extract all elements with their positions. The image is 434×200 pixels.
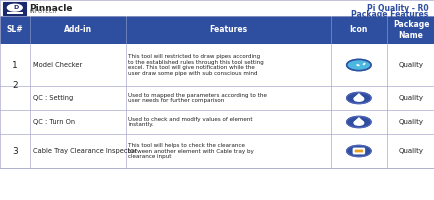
Polygon shape xyxy=(353,118,363,122)
Text: Package
Name: Package Name xyxy=(392,20,428,40)
FancyBboxPatch shape xyxy=(0,86,434,110)
Text: SL#: SL# xyxy=(7,25,23,34)
FancyBboxPatch shape xyxy=(0,16,434,44)
FancyBboxPatch shape xyxy=(0,110,434,134)
Text: Cable Tray Clearance Inspector: Cable Tray Clearance Inspector xyxy=(33,148,137,154)
Circle shape xyxy=(346,145,370,157)
Text: Add-in: Add-in xyxy=(64,25,92,34)
Text: This tool will helps to check the clearance
between another element with Cable t: This tool will helps to check the cleara… xyxy=(128,143,253,159)
Text: Features: Features xyxy=(209,25,247,34)
Text: Model Checker: Model Checker xyxy=(33,62,82,68)
FancyBboxPatch shape xyxy=(3,2,26,15)
Circle shape xyxy=(346,59,370,71)
Polygon shape xyxy=(353,97,363,101)
Circle shape xyxy=(7,4,22,11)
Text: Quality: Quality xyxy=(398,95,423,101)
FancyBboxPatch shape xyxy=(353,149,363,153)
Circle shape xyxy=(346,116,370,128)
Text: Quality: Quality xyxy=(398,62,423,68)
Text: Pinnacle: Pinnacle xyxy=(30,4,73,13)
Text: This tool will restricted to draw pipes according
to the established rules throu: This tool will restricted to draw pipes … xyxy=(128,54,263,76)
Polygon shape xyxy=(353,94,363,98)
Text: Package Features: Package Features xyxy=(350,10,427,19)
Text: 2: 2 xyxy=(13,81,18,90)
Circle shape xyxy=(346,92,370,104)
FancyBboxPatch shape xyxy=(0,44,434,86)
Text: Used to mapped the parameters according to the
user needs for further comparison: Used to mapped the parameters according … xyxy=(128,93,266,103)
Text: Icon: Icon xyxy=(349,25,367,34)
Text: Quality: Quality xyxy=(398,148,423,154)
Text: 3: 3 xyxy=(12,146,18,156)
Text: Pi Quality - R0: Pi Quality - R0 xyxy=(366,4,427,13)
Text: QC : Setting: QC : Setting xyxy=(33,95,73,101)
FancyBboxPatch shape xyxy=(7,12,23,14)
Text: Quality: Quality xyxy=(398,119,423,125)
Polygon shape xyxy=(353,121,363,125)
FancyBboxPatch shape xyxy=(0,134,434,168)
Text: INFOTECH: INFOTECH xyxy=(30,9,57,14)
FancyBboxPatch shape xyxy=(0,0,434,16)
Text: QC : Turn On: QC : Turn On xyxy=(33,119,75,125)
Text: D: D xyxy=(13,5,18,10)
Text: Used to check and modify values of element
instantly.: Used to check and modify values of eleme… xyxy=(128,117,252,127)
Text: 1: 1 xyxy=(12,60,18,70)
